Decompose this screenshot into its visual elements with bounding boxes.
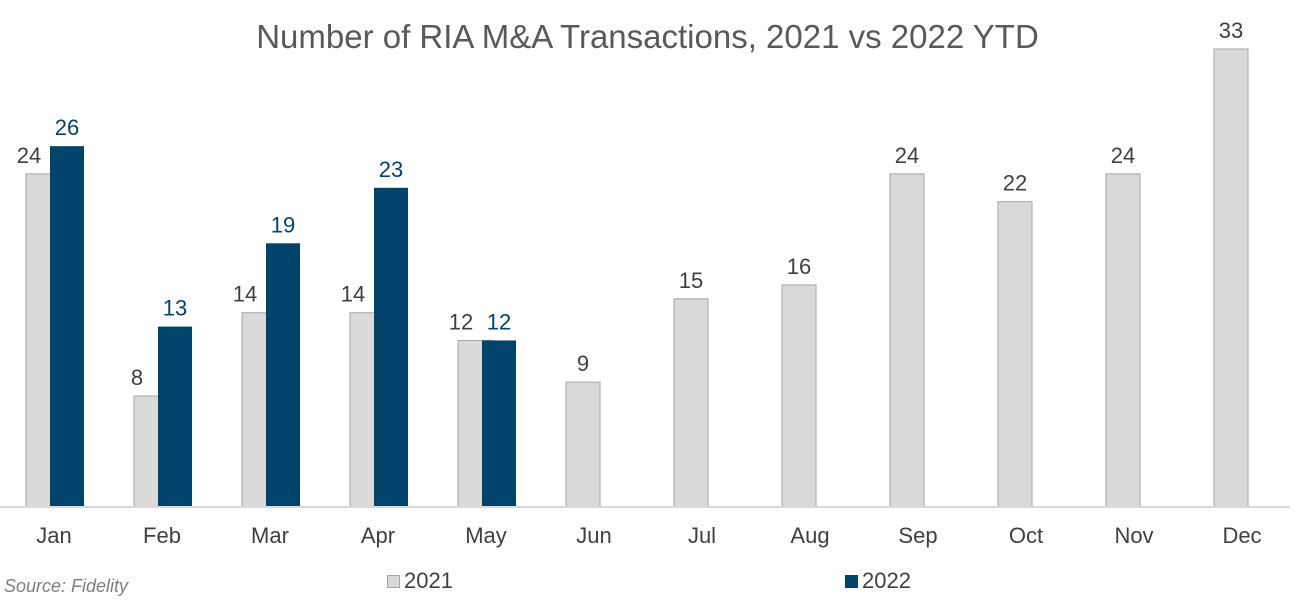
bar-2021-aug (781, 284, 817, 508)
data-label-2021-sep: 24 (895, 143, 919, 168)
data-label-2021-jun: 9 (577, 351, 589, 376)
data-label-2021-mar: 14 (233, 282, 257, 307)
data-label-2021-aug: 16 (787, 254, 811, 279)
bar-2022-jan (50, 146, 84, 507)
x-tick-label-jul: Jul (688, 523, 716, 548)
data-label-2021-jul: 15 (679, 268, 703, 293)
legend-swatch-2021 (387, 574, 400, 588)
bar-2022-apr (374, 187, 408, 507)
data-label-2021-jan: 24 (17, 143, 41, 168)
data-label-2021-oct: 22 (1003, 171, 1027, 196)
data-label-2021-nov: 24 (1111, 143, 1135, 168)
bar-2021-jul (673, 298, 709, 508)
x-tick-label-aug: Aug (790, 523, 829, 548)
data-label-2022-apr: 23 (379, 157, 403, 182)
bar-2022-mar (266, 243, 300, 507)
x-tick-label-jun: Jun (576, 523, 611, 548)
data-label-2021-apr: 14 (341, 282, 365, 307)
bar-2021-nov (1105, 173, 1141, 508)
bar-2022-may (482, 340, 516, 507)
data-label-2021-feb: 8 (131, 365, 143, 390)
bar-2021-dec (1213, 48, 1249, 508)
x-tick-label-apr: Apr (361, 523, 395, 548)
legend-label-2021: 2021 (404, 568, 453, 593)
x-tick-label-sep: Sep (898, 523, 937, 548)
legend-label-2022: 2022 (862, 568, 911, 593)
x-tick-label-oct: Oct (1009, 523, 1043, 548)
legend-item-2021: 2021 (387, 568, 453, 594)
x-tick-label-jan: Jan (36, 523, 71, 548)
bar-2022-feb (158, 326, 192, 507)
chart-title: Number of RIA M&A Transactions, 2021 vs … (256, 18, 1039, 55)
legend-item-2022: 2022 (845, 568, 911, 594)
data-label-2022-feb: 13 (163, 296, 187, 321)
x-tick-label-mar: Mar (251, 523, 289, 548)
bar-2021-sep (889, 173, 925, 508)
data-label-2021-dec: 33 (1219, 18, 1243, 43)
source-note: Source: Fidelity (4, 576, 129, 596)
x-tick-label-dec: Dec (1222, 523, 1261, 548)
x-tick-label-nov: Nov (1114, 523, 1153, 548)
data-label-2022-mar: 19 (271, 212, 295, 237)
bar-2021-jun (565, 381, 601, 508)
data-label-2022-may: 12 (487, 309, 511, 334)
bar-2021-oct (997, 201, 1033, 508)
data-label-2022-jan: 26 (55, 115, 79, 140)
x-tick-label-feb: Feb (143, 523, 181, 548)
x-tick-label-may: May (465, 523, 507, 548)
legend-swatch-2022 (845, 574, 858, 588)
data-label-2021-may: 12 (449, 309, 473, 334)
